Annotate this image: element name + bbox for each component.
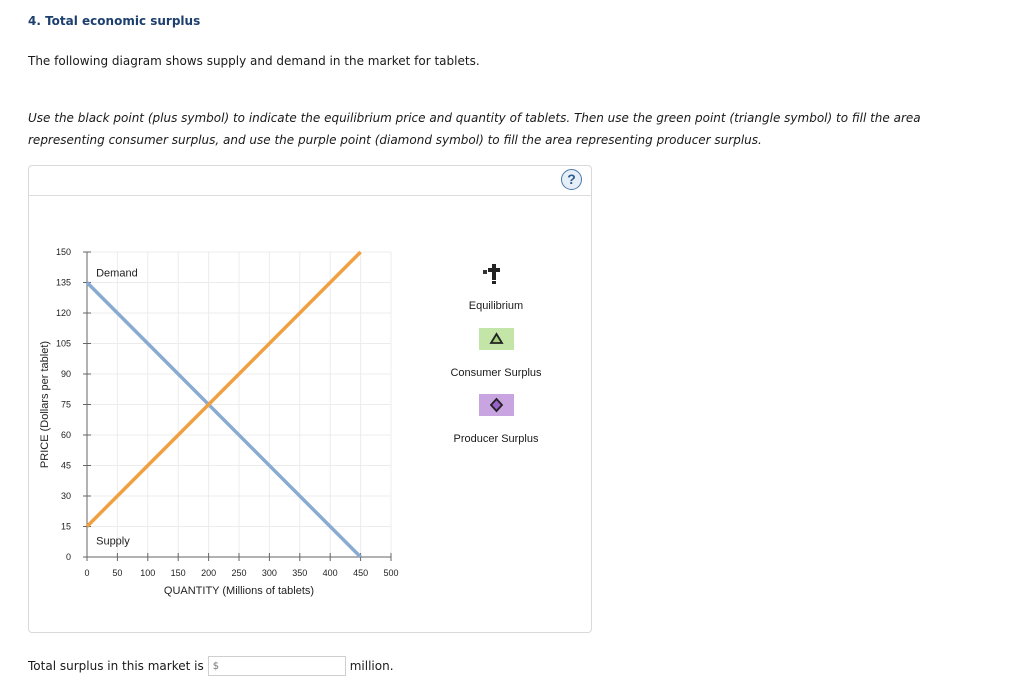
legend-label-consumer-surplus: Consumer Surplus — [450, 367, 542, 379]
producer-surplus-tool[interactable] — [479, 394, 514, 416]
y-tick-label: 75 — [61, 400, 71, 410]
answer-row: Total surplus in this market is million. — [28, 656, 394, 676]
y-tick-label: 45 — [61, 461, 71, 471]
panel-header: ? — [29, 166, 591, 196]
y-tick-label: 15 — [61, 522, 71, 532]
x-tick-label: 400 — [323, 568, 338, 578]
diamond-icon — [489, 397, 504, 413]
consumer-surplus-tool[interactable] — [479, 328, 514, 350]
question-intro: The following diagram shows supply and d… — [28, 54, 480, 68]
y-tick-label: 105 — [56, 339, 71, 349]
legend-label-equilibrium: Equilibrium — [468, 300, 524, 312]
plus-icon — [483, 264, 500, 284]
x-tick-label: 100 — [140, 568, 155, 578]
x-tick-label: 150 — [171, 568, 186, 578]
x-tick-label: 450 — [353, 568, 368, 578]
supply-curve[interactable] — [85, 250, 362, 528]
y-tick-label: 60 — [61, 430, 71, 440]
x-tick-label: 300 — [262, 568, 277, 578]
y-tick-label: 135 — [56, 278, 71, 288]
y-tick-label: 30 — [61, 491, 71, 501]
y-tick-label: 0 — [66, 552, 71, 562]
question-title: 4. Total economic surplus — [28, 14, 201, 28]
demand-curve[interactable] — [85, 281, 362, 559]
x-tick-label: 250 — [231, 568, 246, 578]
question-instructions: Use the black point (plus symbol) to ind… — [28, 111, 921, 147]
demand-label: Demand — [96, 267, 138, 279]
supply-label: Supply — [96, 536, 130, 548]
answer-suffix: million. — [349, 659, 394, 673]
y-tick-label: 90 — [61, 369, 71, 379]
y-axis-label: PRICE (Dollars per tablet) — [39, 341, 51, 468]
x-tick-label: 0 — [84, 568, 89, 578]
help-icon[interactable]: ? — [561, 169, 582, 190]
equilibrium-tool[interactable] — [477, 262, 507, 284]
x-tick-label: 200 — [201, 568, 216, 578]
answer-prefix: Total surplus in this market is — [28, 659, 204, 673]
triangle-icon — [489, 332, 504, 344]
legend-label-producer-surplus: Producer Surplus — [453, 433, 539, 445]
x-tick-label: 50 — [112, 568, 122, 578]
x-tick-label: 350 — [292, 568, 307, 578]
y-tick-label: 120 — [56, 308, 71, 318]
x-axis-label: QUANTITY (Millions of tablets) — [164, 585, 314, 597]
x-tick-label: 500 — [383, 568, 398, 578]
total-surplus-input[interactable] — [207, 656, 346, 676]
supply-demand-chart[interactable]: 0 50 100 150 200 250 300 350 400 450 500 0 15 30 45 60 7… — [29, 196, 591, 632]
gridlines — [87, 251, 392, 557]
y-tick-label: 150 — [56, 247, 71, 257]
graph-panel: ? 0 50 100 150 200 250 300 350 400 450 500 0 15 30 45 6… — [28, 165, 592, 633]
